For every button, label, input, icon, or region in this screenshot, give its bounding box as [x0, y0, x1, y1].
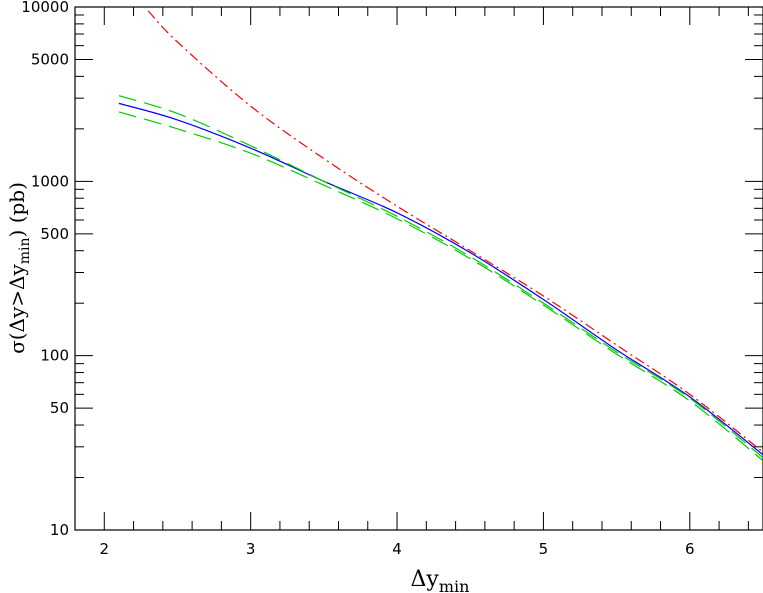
x-tick-label: 6 [685, 540, 695, 558]
y-tick-label: 100 [40, 347, 69, 365]
y-axis-label-pre: σ(Δy>Δy [5, 264, 29, 354]
x-axis-label: Δymin [411, 567, 470, 593]
y-axis-label: σ(Δy>Δymin) (pb) [5, 182, 33, 354]
y-axis-label-sub: min [17, 237, 33, 264]
x-tick-label: 2 [100, 540, 110, 558]
minor-ticks [74, 7, 763, 530]
y-tick-label: 10 [50, 521, 69, 539]
tick-labels: 2 3 4 5 6 10 50 100 500 1000 5000 10000 [21, 0, 694, 558]
x-tick-label: 3 [246, 540, 256, 558]
x-axis-label-main: Δy [411, 567, 440, 592]
x-tick-label: 4 [392, 540, 402, 558]
y-tick-label: 10000 [21, 0, 69, 16]
major-ticks [75, 7, 763, 531]
y-tick-label: 500 [40, 225, 69, 243]
y-tick-label: 5000 [31, 50, 69, 68]
y-tick-label: 1000 [31, 172, 69, 190]
series-line-2 [118, 102, 763, 456]
y-axis-label-post: ) (pb) [5, 182, 29, 237]
x-tick-label: 5 [539, 540, 549, 558]
plot-frame [74, 6, 763, 531]
series-line-3 [118, 95, 763, 459]
series-layer [118, 10, 763, 462]
series-line-4 [118, 111, 763, 462]
series-line-1 [147, 10, 763, 453]
x-axis-label-sub: min [439, 577, 470, 593]
y-tick-label: 50 [50, 399, 69, 417]
